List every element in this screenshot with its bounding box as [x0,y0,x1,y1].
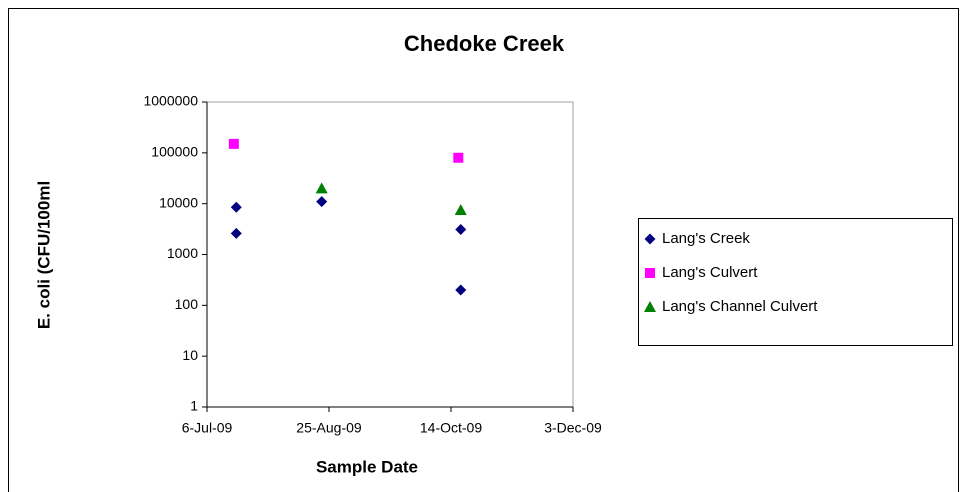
legend-marker [645,268,655,278]
x-tick-label: 25-Aug-09 [296,420,362,436]
x-tick-label: 3-Dec-09 [544,420,602,436]
chart-title: Chedoke Creek [404,31,565,56]
y-axis-title: E. coli (CFU/100ml [34,181,53,329]
data-point [455,284,467,296]
data-point [315,182,328,194]
data-point [230,201,242,213]
legend-marker [644,233,656,245]
data-point [230,227,242,239]
legend-label: Lang's Channel Culvert [662,298,818,315]
data-point [455,224,467,236]
x-axis-title: Sample Date [316,457,418,476]
legend [638,218,953,346]
legend-label: Lang's Culvert [662,264,758,281]
legend-marker [644,301,656,312]
legend-label: Lang's Creek [662,230,750,247]
y-tick-label: 10 [182,347,198,363]
x-tick-label: 6-Jul-09 [182,420,233,436]
x-tick-label: 14-Oct-09 [420,420,482,436]
data-point [454,204,467,216]
y-tick-label: 1 [190,398,198,414]
y-tick-label: 1000 [167,245,198,261]
y-tick-label: 1000000 [143,93,198,109]
data-point [453,152,464,163]
data-point [316,196,328,208]
data-point [228,138,239,149]
y-tick-label: 10000 [159,194,198,210]
y-tick-label: 100000 [151,144,198,160]
y-tick-label: 100 [175,296,199,312]
